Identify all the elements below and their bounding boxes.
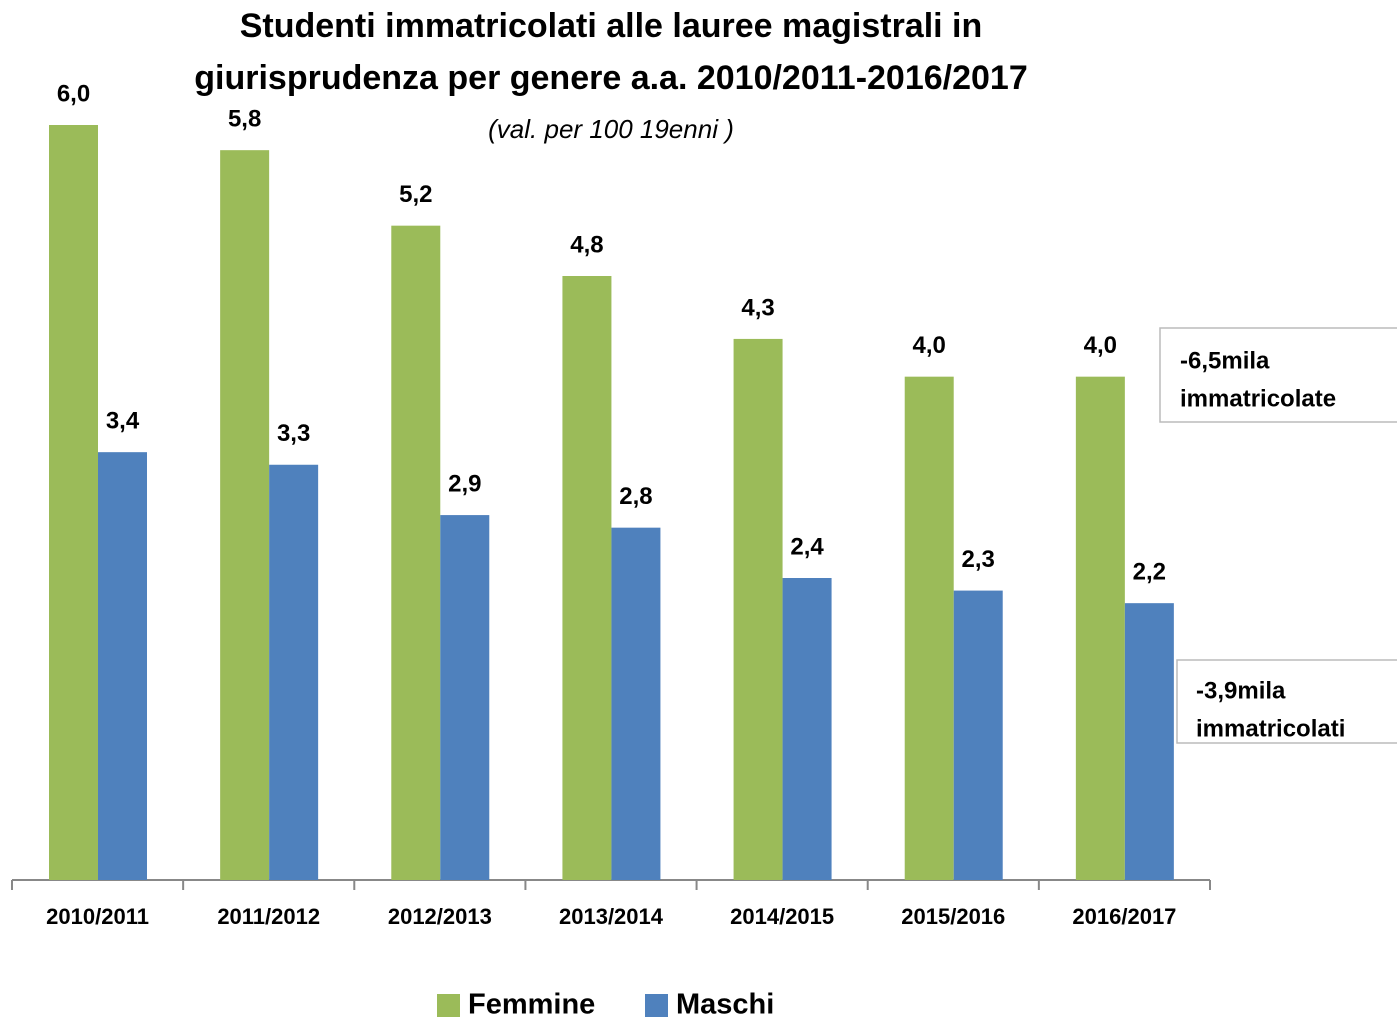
- annotation: immatricolati: [1196, 715, 1345, 742]
- chart-subtitle: (val. per 100 19enni ): [488, 114, 734, 144]
- x-tick-label: 2013/2014: [559, 904, 664, 929]
- bar: [391, 225, 441, 880]
- x-tick-label: 2015/2016: [901, 904, 1005, 929]
- chart-title: Studenti immatricolati alle lauree magis…: [240, 7, 983, 45]
- x-tick-label: 2012/2013: [388, 904, 492, 929]
- legend-swatch: [645, 994, 668, 1017]
- annotation: immatricolate: [1180, 385, 1336, 412]
- bar: [611, 527, 661, 880]
- x-tick-label: 2016/2017: [1072, 904, 1176, 929]
- bar: [269, 464, 319, 880]
- data-label: 3,3: [277, 420, 310, 447]
- bar: [562, 276, 612, 880]
- x-tick-label: 2010/2011: [46, 904, 149, 929]
- bar: [1124, 603, 1174, 880]
- x-tick-label: 2011/2012: [217, 904, 320, 929]
- bar: [98, 452, 147, 880]
- data-label: 2,9: [448, 470, 481, 497]
- data-label: 2,3: [962, 546, 995, 573]
- data-label: 3,4: [106, 408, 140, 435]
- legend-swatch: [437, 994, 460, 1017]
- data-label: 5,2: [399, 181, 432, 208]
- bar: [953, 590, 1003, 880]
- bar: [733, 338, 783, 881]
- legend-label: Maschi: [676, 989, 774, 1021]
- bar: [220, 150, 270, 880]
- legend-label: Femmine: [468, 989, 595, 1021]
- data-label: 2,2: [1133, 559, 1166, 586]
- data-label: 6,0: [57, 80, 90, 107]
- bar: [49, 125, 98, 880]
- bar: [904, 376, 954, 880]
- chart-title: giurisprudenza per genere a.a. 2010/2011…: [194, 59, 1027, 97]
- data-label: 4,8: [570, 231, 603, 258]
- data-label: 2,8: [619, 483, 652, 510]
- bar: [1075, 376, 1125, 880]
- data-label: 4,0: [913, 332, 946, 359]
- annotation: -6,5mila: [1180, 347, 1270, 374]
- bar: [782, 578, 832, 880]
- annotation-box: [1159, 327, 1397, 423]
- x-tick-label: 2014/2015: [730, 904, 834, 929]
- bar: [440, 515, 490, 880]
- data-label: 4,0: [1084, 332, 1117, 359]
- data-label: 5,8: [228, 106, 261, 133]
- annotation: -3,9mila: [1196, 677, 1286, 704]
- annotation-box: [1176, 659, 1397, 744]
- data-label: 2,4: [790, 533, 824, 560]
- data-label: 4,3: [741, 294, 774, 321]
